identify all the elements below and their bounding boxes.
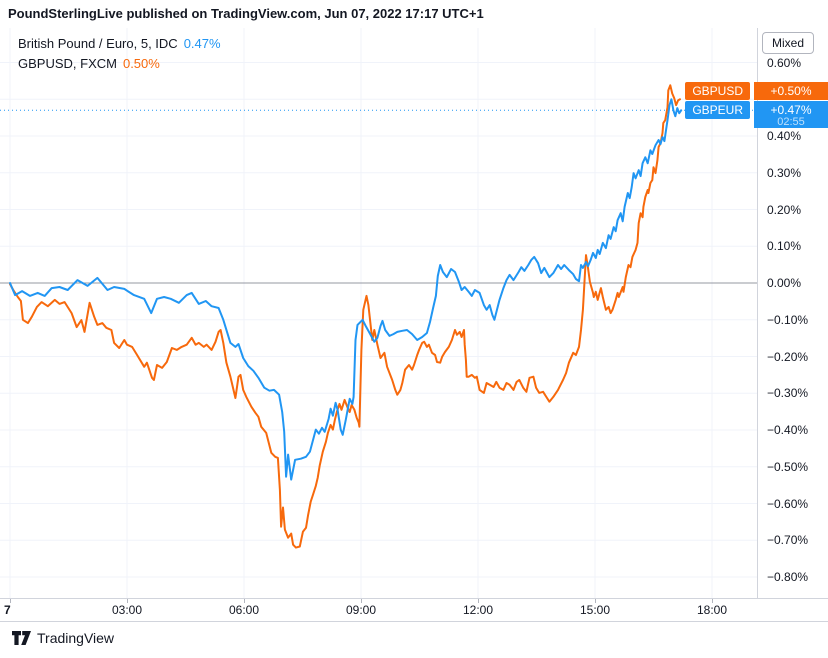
time-tick-label: 12:00	[462, 603, 494, 617]
tradingview-brand-text: TradingView	[37, 630, 115, 646]
time-tick-mark	[478, 599, 479, 603]
gbpeur-price-label: +0.47% 02:55	[754, 101, 828, 128]
price-tick-label: 0.40%	[767, 129, 802, 143]
price-tick-label: −0.80%	[767, 570, 809, 584]
chart-plot-area[interactable]	[0, 0, 757, 598]
price-tick-label: −0.20%	[767, 349, 809, 364]
time-tick-label: 15:00	[579, 603, 611, 617]
price-tick-label: 0.10%	[767, 239, 802, 254]
time-tick-mark	[361, 599, 362, 603]
legend-symbol-gbpeur: British Pound / Euro, 5, IDC	[18, 36, 178, 51]
legend-row-gbpeur[interactable]: British Pound / Euro, 5, IDC 0.47%	[18, 34, 221, 54]
mixed-scale-button[interactable]: Mixed	[762, 32, 815, 54]
price-tick-label: −0.40%	[767, 423, 809, 437]
time-tick-mark	[127, 599, 128, 603]
gbpusd-line[interactable]	[9, 84, 681, 549]
legend-symbol-gbpusd: GBPUSD, FXCM	[18, 56, 117, 71]
price-tick-label: −0.30%	[767, 386, 809, 401]
price-tick-label: −0.50%	[767, 459, 809, 474]
time-tick-mark	[244, 599, 245, 603]
legend-change-gbpeur: 0.47%	[183, 36, 221, 51]
time-tick-label: 18:00	[696, 603, 728, 617]
price-tick-label: 0.00%	[767, 276, 802, 290]
time-tick-label: 09:00	[345, 603, 377, 617]
price-tick-label: −0.10%	[767, 312, 809, 327]
time-tick-label: 06:00	[228, 603, 260, 617]
time-tick-mark	[712, 599, 713, 603]
price-tick-label: 0.30%	[767, 165, 802, 180]
time-axis[interactable]: 7 03:00 06:00 09:00 12:00 15:00 18:00	[0, 598, 828, 622]
time-tick-label: 03:00	[111, 603, 143, 617]
price-tick-label: 0.60%	[767, 55, 802, 70]
time-tick-label: 7	[4, 603, 11, 617]
footer-bar: TradingView	[0, 622, 828, 658]
gbpusd-price-label: +0.50%	[754, 82, 828, 100]
attribution-text: PoundSterlingLive published on TradingVi…	[8, 6, 484, 21]
tradingview-logo-icon	[12, 631, 31, 645]
legend-change-gbpusd: 0.50%	[122, 56, 160, 71]
time-tick-mark	[10, 599, 11, 603]
gbpeur-price-value: +0.47%	[770, 103, 812, 117]
gbpeur-line[interactable]	[9, 98, 683, 481]
gbpusd-series-flag: GBPUSD	[685, 82, 750, 100]
price-tick-label: −0.70%	[767, 533, 809, 548]
chart-legend: British Pound / Euro, 5, IDC 0.47% GBPUSD…	[18, 34, 221, 74]
bar-countdown: 02:55	[777, 116, 805, 128]
gbpeur-series-flag: GBPEUR	[685, 101, 750, 119]
time-tick-mark	[595, 599, 596, 603]
price-tick-label: −0.60%	[767, 496, 809, 511]
tradingview-brand[interactable]: TradingView	[12, 630, 114, 646]
legend-row-gbpusd[interactable]: GBPUSD, FXCM 0.50%	[18, 54, 221, 74]
price-tick-label: 0.20%	[767, 202, 802, 217]
